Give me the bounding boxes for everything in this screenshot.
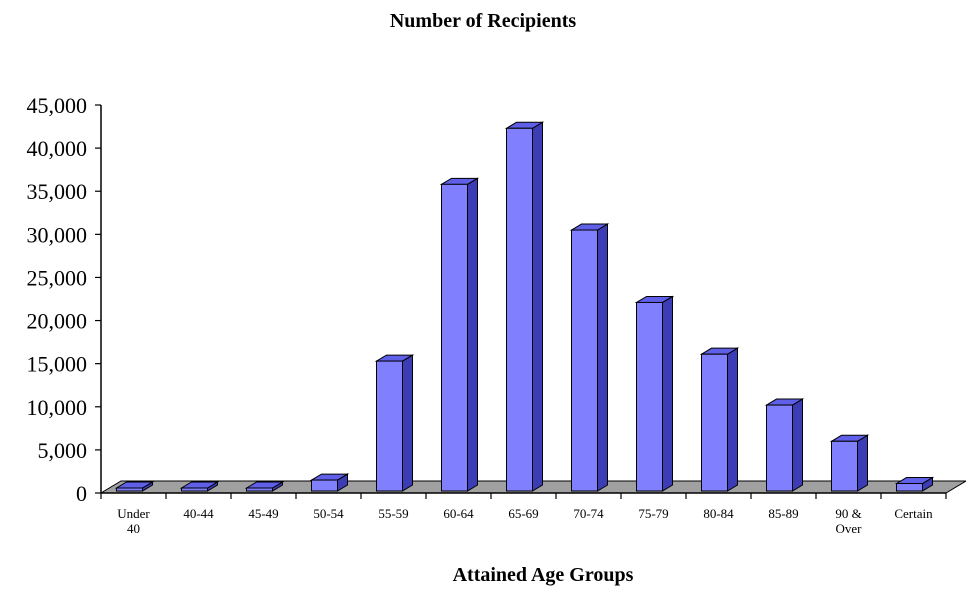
x-tick-label: Certain (894, 506, 933, 521)
x-tick-label: 70-74 (573, 506, 604, 521)
bar-front-face (636, 301, 663, 492)
bar (439, 177, 480, 492)
x-tick-label: 65-69 (508, 506, 538, 521)
y-tick-label: 0 (76, 481, 87, 506)
y-tick-label: 45,000 (27, 93, 88, 118)
bar-side-face (402, 354, 413, 492)
bar-front-face (181, 487, 208, 492)
bar-front-face (116, 487, 143, 492)
x-tick-label: 85-89 (768, 506, 798, 521)
bar (764, 398, 805, 492)
bar (894, 476, 935, 492)
chart-title: Number of Recipients (389, 10, 577, 32)
bar-front-face (441, 183, 468, 492)
bar (829, 434, 870, 492)
x-tick-label: 75-79 (638, 506, 668, 521)
x-tick-label: Under 40 (117, 506, 150, 536)
bar-side-face (857, 434, 868, 492)
x-tick-label: 90 & Over (835, 506, 862, 536)
bar-front-face (376, 360, 403, 492)
x-tick-label: 55-59 (378, 506, 408, 521)
y-tick-label: 20,000 (27, 309, 88, 334)
bar-front-face (571, 229, 598, 492)
x-tick-label: 80-84 (703, 506, 734, 521)
bar-front-face (896, 483, 923, 492)
y-tick-label: 40,000 (27, 136, 88, 161)
bar-side-face (792, 398, 803, 492)
bar-front-face (246, 487, 273, 492)
bar-side-face (727, 347, 738, 492)
x-tick-label: 50-54 (313, 506, 344, 521)
bar-front-face (831, 440, 858, 492)
bar (634, 295, 675, 492)
y-tick-label: 35,000 (27, 179, 88, 204)
y-tick-label: 5,000 (38, 438, 88, 463)
bar (374, 354, 415, 492)
bar-side-face (597, 223, 608, 492)
bar (244, 481, 285, 492)
x-axis-label: Attained Age Groups (452, 564, 634, 586)
x-tick-label: 40-44 (183, 506, 214, 521)
bar-front-face (506, 127, 533, 492)
bar-front-face (766, 404, 793, 492)
x-tick-label: 45-49 (248, 506, 278, 521)
bar-front-face (311, 479, 338, 492)
y-tick-label: 30,000 (27, 222, 88, 247)
bar (504, 121, 545, 492)
y-tick-label: 10,000 (27, 395, 88, 420)
bar (569, 223, 610, 492)
bar-side-face (662, 295, 673, 492)
bar-side-face (467, 177, 478, 492)
y-tick-label: 25,000 (27, 265, 88, 290)
x-tick-label: 60-64 (443, 506, 474, 521)
y-tick-label: 15,000 (27, 352, 88, 377)
bar (699, 347, 740, 492)
bar (309, 473, 350, 492)
bar (114, 481, 155, 492)
bar-front-face (701, 353, 728, 492)
bar (179, 481, 220, 492)
bar-side-face (532, 121, 543, 492)
